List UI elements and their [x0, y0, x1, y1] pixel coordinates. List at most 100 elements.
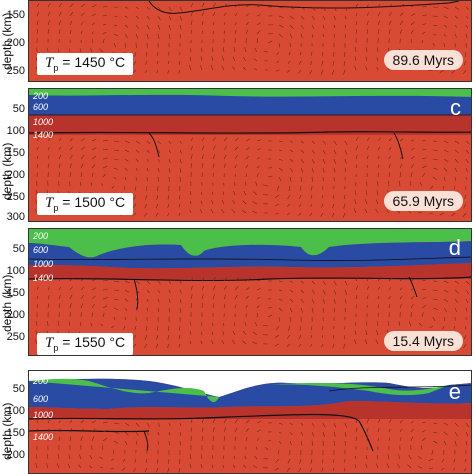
velocity-arrow	[454, 33, 457, 38]
velocity-arrow	[102, 165, 108, 169]
velocity-arrow	[377, 137, 382, 142]
velocity-arrow	[278, 280, 283, 283]
velocity-arrow	[432, 422, 438, 424]
velocity-arrow	[102, 32, 107, 35]
velocity-arrow	[343, 69, 346, 75]
velocity-arrow	[375, 208, 379, 214]
velocity-arrow	[355, 136, 359, 142]
velocity-arrow	[100, 323, 104, 327]
velocity-arrow	[189, 56, 192, 62]
velocity-arrow	[256, 22, 262, 26]
velocity-arrow	[133, 467, 137, 472]
velocity-arrow	[311, 422, 315, 427]
velocity-arrow	[278, 422, 283, 425]
velocity-arrow	[344, 298, 347, 304]
velocity-arrow	[288, 325, 291, 331]
velocity-arrow	[387, 321, 390, 327]
velocity-arrow	[417, 466, 423, 469]
velocity-arrow	[157, 24, 161, 30]
velocity-arrow	[47, 3, 51, 8]
velocity-arrow	[134, 458, 137, 463]
velocity-arrow	[432, 431, 438, 434]
velocity-arrow	[68, 321, 71, 327]
velocity-arrow	[35, 57, 38, 62]
velocity-arrow	[190, 285, 193, 291]
velocity-arrow	[299, 194, 302, 199]
velocity-arrow	[157, 298, 160, 303]
velocity-arrow	[300, 33, 303, 39]
velocity-arrow	[36, 164, 39, 169]
velocity-arrow	[245, 155, 250, 160]
velocity-arrow	[47, 163, 50, 169]
velocity-arrow	[344, 24, 347, 29]
velocity-arrow	[146, 6, 150, 10]
velocity-arrow	[275, 325, 280, 331]
velocity-arrow	[354, 464, 357, 469]
velocity-arrow	[234, 4, 239, 8]
velocity-arrow	[465, 158, 469, 163]
velocity-arrow	[454, 158, 459, 163]
velocity-arrow	[102, 23, 107, 26]
velocity-arrow	[200, 65, 203, 71]
y-tick: 250	[6, 331, 25, 343]
velocity-arrow	[322, 158, 326, 164]
velocity-arrow	[179, 458, 181, 464]
velocity-arrow	[89, 455, 93, 460]
velocity-arrow	[397, 463, 401, 469]
velocity-arrow	[110, 467, 115, 470]
velocity-arrow	[255, 181, 258, 187]
velocity-arrow	[201, 163, 204, 169]
velocity-arrow	[278, 149, 282, 152]
velocity-arrow	[310, 60, 313, 66]
velocity-arrow	[399, 287, 403, 291]
velocity-arrow	[267, 33, 274, 35]
velocity-arrow	[465, 325, 467, 330]
velocity-arrow	[80, 303, 84, 309]
velocity-arrow	[464, 334, 467, 340]
velocity-arrow	[58, 286, 62, 291]
velocity-arrow	[278, 176, 282, 182]
potential-temperature-label: Tp = 1500 °C	[37, 193, 134, 215]
velocity-arrow	[58, 436, 60, 442]
velocity-arrow	[278, 15, 284, 18]
velocity-arrow	[132, 203, 137, 209]
velocity-arrow	[201, 285, 205, 291]
velocity-arrow	[364, 208, 368, 214]
velocity-arrow	[299, 325, 302, 331]
velocity-arrow	[67, 463, 71, 469]
velocity-arrow	[212, 303, 215, 309]
velocity-arrow	[36, 321, 38, 327]
velocity-arrow	[410, 30, 414, 35]
velocity-arrow	[443, 149, 449, 153]
velocity-arrow	[321, 334, 324, 338]
velocity-arrow	[113, 307, 118, 310]
velocity-arrow	[79, 48, 82, 53]
velocity-arrow	[254, 47, 258, 53]
velocity-arrow	[113, 289, 119, 292]
velocity-arrow	[419, 181, 423, 187]
contour-label-1400: 1400	[33, 130, 54, 140]
velocity-arrow	[58, 303, 61, 309]
velocity-arrow	[322, 325, 324, 330]
velocity-arrow	[69, 29, 72, 35]
velocity-arrow	[146, 307, 149, 312]
velocity-arrow	[168, 298, 171, 303]
panel-letter: d	[448, 235, 461, 260]
velocity-arrow	[300, 422, 304, 426]
velocity-arrow	[245, 428, 249, 433]
velocity-arrow	[432, 440, 438, 444]
velocity-arrow	[135, 298, 139, 303]
velocity-arrow	[399, 138, 404, 142]
velocity-arrow	[278, 158, 283, 161]
velocity-arrow	[212, 277, 216, 282]
velocity-arrow	[333, 167, 336, 173]
velocity-arrow	[220, 208, 225, 214]
velocity-arrow	[69, 163, 72, 169]
velocity-arrow	[278, 316, 281, 322]
velocity-arrow	[428, 467, 434, 470]
velocity-arrow	[256, 437, 260, 442]
velocity-arrow	[211, 56, 214, 62]
velocity-arrow	[289, 307, 293, 313]
velocity-arrow	[343, 343, 346, 349]
velocity-arrow	[388, 295, 391, 300]
